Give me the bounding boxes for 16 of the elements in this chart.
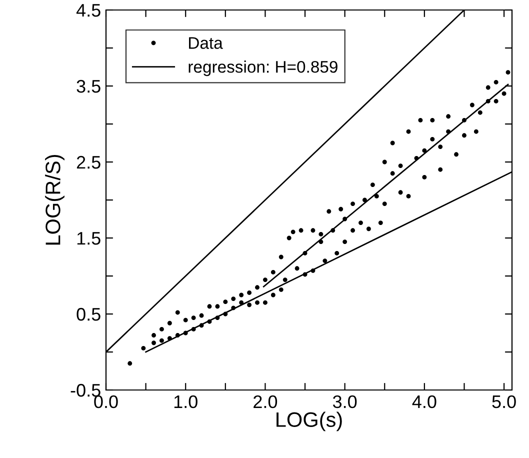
y-tick-label: 0.5: [76, 308, 100, 321]
x-tick-label: 2.0: [254, 395, 278, 408]
legend-label: Data: [189, 37, 223, 49]
y-axis-title: LOG(R/S): [45, 154, 64, 245]
x-axis-title: LOG(s): [276, 412, 342, 432]
y-tick-label: -0.5: [70, 384, 100, 397]
x-tick-label: 3.0: [332, 395, 357, 408]
y-tick-label: 2.5: [76, 156, 100, 169]
legend-label: regression: H=0.859: [188, 60, 338, 76]
y-tick-label: 4.5: [76, 4, 100, 17]
x-tick-label: 5.0: [492, 395, 516, 408]
x-tick-label: 4.0: [412, 395, 436, 408]
y-tick-label: 3.5: [76, 80, 100, 93]
x-tick-label: 1.0: [174, 395, 198, 408]
x-tick-label: 0.0: [94, 395, 118, 408]
y-tick-label: 1.5: [77, 232, 100, 245]
